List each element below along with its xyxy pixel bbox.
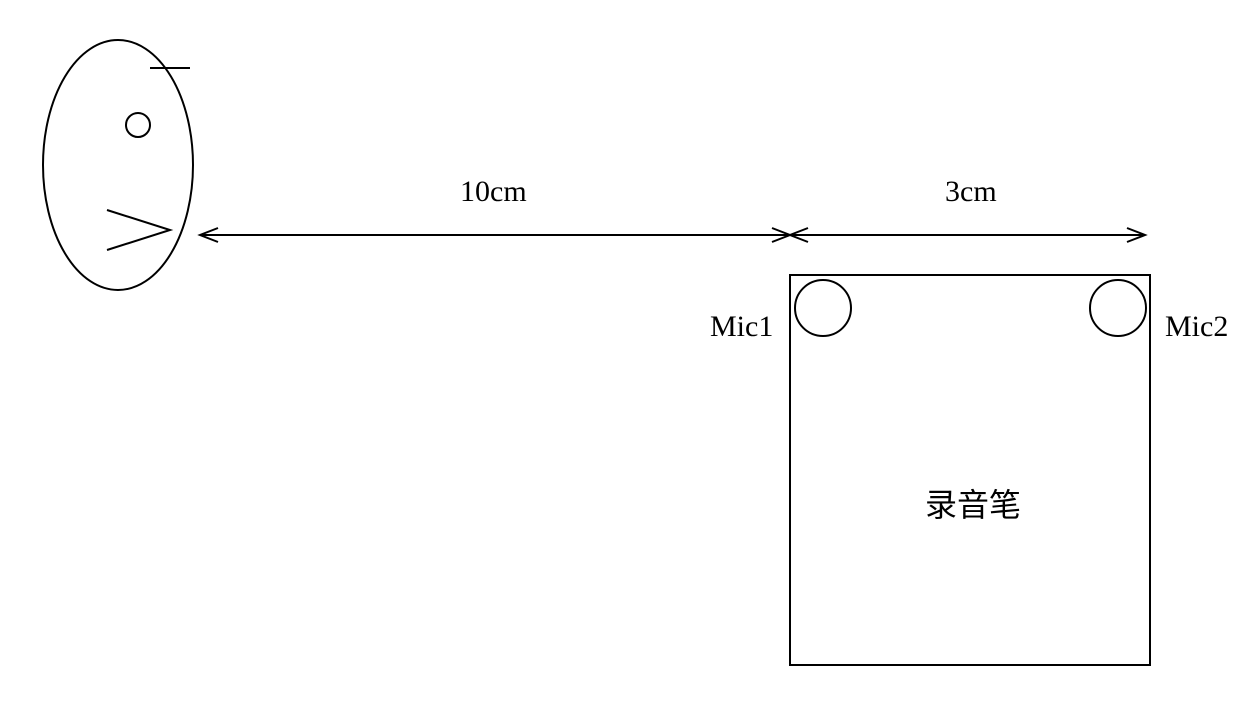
mic2-circle (1090, 280, 1146, 336)
diagram-canvas: 10cm 3cm Mic1 Mic2 录音笔 (0, 0, 1240, 714)
diagram-svg (0, 0, 1240, 714)
head-mouth (107, 210, 170, 250)
recorder-body (790, 275, 1150, 665)
head-outline (43, 40, 193, 290)
mic1-circle (795, 280, 851, 336)
mic2-label: Mic2 (1165, 310, 1228, 344)
head-eye (126, 113, 150, 137)
distance-label-1: 10cm (460, 175, 527, 209)
recorder-label: 录音笔 (925, 480, 1021, 526)
mic1-label: Mic1 (710, 310, 773, 344)
distance-label-2: 3cm (945, 175, 997, 209)
